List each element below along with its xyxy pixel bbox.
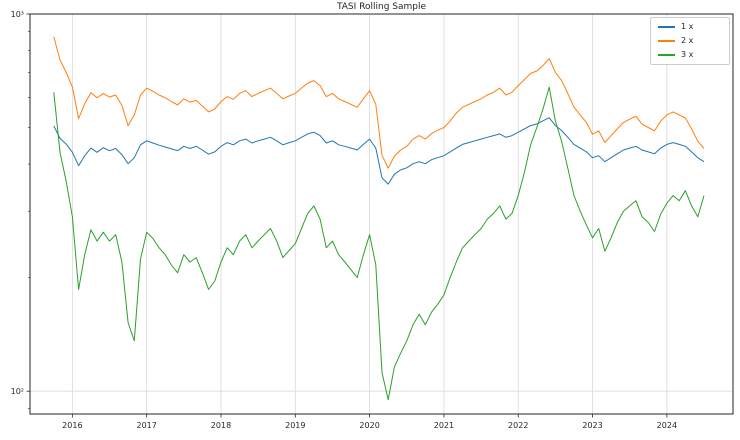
x-tick-label: 2021 (434, 421, 454, 430)
x-tick-label: 2023 (582, 421, 602, 430)
legend-swatch (658, 40, 675, 42)
legend-swatch (658, 54, 675, 56)
x-tick-label: 2022 (508, 421, 528, 430)
x-tick-label: 2017 (136, 421, 156, 430)
x-tick-label: 2018 (211, 421, 231, 430)
x-tick-label: 2019 (285, 421, 305, 430)
series-line-2x (53, 36, 705, 169)
series-line-1x (53, 117, 705, 185)
series-line-3x (53, 86, 705, 401)
chart-title: TASI Rolling Sample (336, 2, 427, 12)
legend-swatch (658, 26, 675, 28)
x-tick-label: 2016 (62, 421, 82, 430)
y-tick-label: 10³ (11, 10, 24, 19)
plot-area (30, 14, 733, 414)
x-tick-label: 2024 (657, 421, 677, 430)
legend-label: 1 x (681, 22, 694, 31)
legend-item: 1 x (658, 22, 722, 32)
axes-frame (29, 13, 734, 415)
legend-label: 3 x (681, 50, 694, 59)
x-tick-label: 2020 (359, 421, 379, 430)
legend-label: 2 x (681, 36, 694, 45)
y-tick-label: 10² (11, 387, 24, 396)
legend-item: 2 x (658, 36, 722, 46)
legend: 1 x 2 x 3 x (650, 17, 730, 65)
legend-item: 3 x (658, 50, 722, 60)
